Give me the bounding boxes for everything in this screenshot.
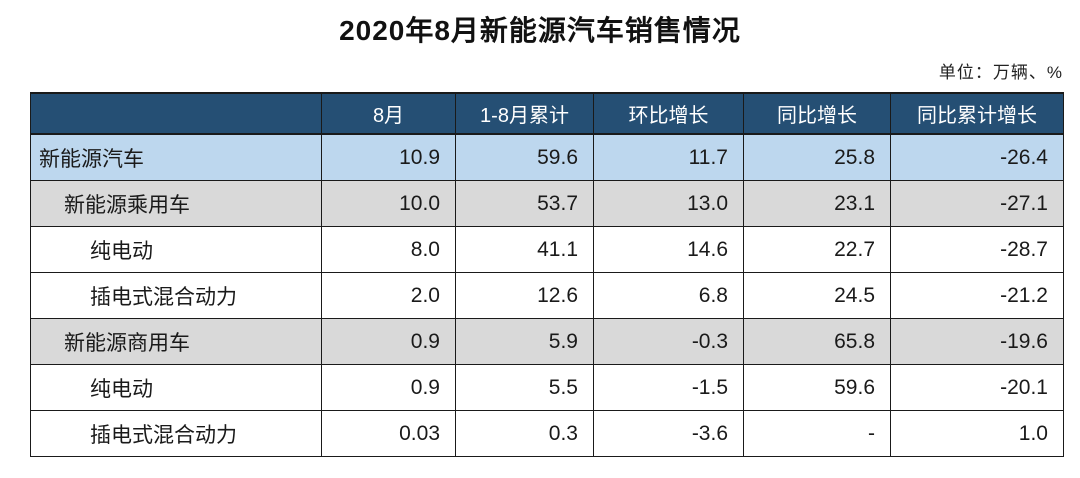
corner-header-cell: [30, 92, 322, 135]
cell-value: -21.2: [890, 272, 1064, 319]
sales-table: 8月 1-8月累计 环比增长 同比增长 同比累计增长 新能源汽车 10.9 59.6 11.7…: [30, 92, 1064, 457]
cell-value: 11.7: [593, 133, 744, 181]
table-row: 插电式混合动力 0.03 0.3 -3.6-1.0: [30, 410, 1064, 457]
cell-value: 65.8: [743, 318, 891, 365]
cell-value: -19.6: [890, 318, 1064, 365]
row-label: 新能源商用车: [30, 318, 322, 365]
cell-value: 41.1: [455, 226, 594, 273]
cell-value: 59.6: [743, 364, 891, 411]
cell-value: 6.8: [593, 272, 744, 319]
cell-value: 1.0: [890, 410, 1064, 457]
cell-value: 23.1: [743, 180, 891, 227]
cell-value: 25.8: [743, 133, 891, 181]
table-body: 新能源汽车 10.9 59.6 11.7 25.8 -26.4 新能源乘用车 10.0 53.7…: [30, 133, 1064, 457]
table-row: 插电式混合动力 2.0 12.6 6.8 24.5 -21.2: [30, 272, 1064, 319]
cell-value: 0.3: [455, 410, 594, 457]
cell-value: 53.7: [455, 180, 594, 227]
table-row: 纯电动 0.9 5.5 -1.5 59.6 -20.1: [30, 364, 1064, 411]
row-label: 插电式混合动力: [30, 272, 322, 319]
cell-value: 59.6: [455, 133, 594, 181]
cell-value: 0.9: [321, 364, 456, 411]
cell-value: 22.7: [743, 226, 891, 273]
cell-value: 8.0: [321, 226, 456, 273]
row-label: 纯电动: [30, 364, 322, 411]
row-label: 新能源汽车: [30, 133, 322, 181]
column-header: 1-8月累计: [455, 92, 594, 135]
table-row: 新能源乘用车 10.0 53.7 13.0 23.1 -27.1: [30, 180, 1064, 227]
cell-value: 10.0: [321, 180, 456, 227]
column-header: 同比累计增长: [890, 92, 1064, 135]
cell-value: -0.3: [593, 318, 744, 365]
cell-value: 13.0: [593, 180, 744, 227]
cell-value: -27.1: [890, 180, 1064, 227]
cell-value: -1.5: [593, 364, 744, 411]
cell-value: -: [743, 410, 891, 457]
cell-value: 0.03: [321, 410, 456, 457]
row-label: 插电式混合动力: [30, 410, 322, 457]
cell-value: -3.6: [593, 410, 744, 457]
cell-value: 5.9: [455, 318, 594, 365]
column-header: 环比增长: [593, 92, 744, 135]
page-title: 2020年8月新能源汽车销售情况: [339, 15, 741, 46]
table-row: 新能源商用车 0.9 5.9 -0.3 65.8 -19.6: [30, 318, 1064, 365]
table-row: 纯电动 8.0 41.1 14.6 22.7 -28.7: [30, 226, 1064, 273]
cell-value: -28.7: [890, 226, 1064, 273]
cell-value: 5.5: [455, 364, 594, 411]
column-header: 8月: [321, 92, 456, 135]
row-label: 新能源乘用车: [30, 180, 322, 227]
cell-value: 24.5: [743, 272, 891, 319]
cell-value: -26.4: [890, 133, 1064, 181]
table-row: 新能源汽车 10.9 59.6 11.7 25.8 -26.4: [30, 133, 1064, 181]
table-header: 8月 1-8月累计 环比增长 同比增长 同比累计增长: [30, 92, 1064, 135]
row-label: 纯电动: [30, 226, 322, 273]
header-row: 8月 1-8月累计 环比增长 同比增长 同比累计增长: [30, 92, 1064, 135]
cell-value: 12.6: [455, 272, 594, 319]
cell-value: 0.9: [321, 318, 456, 365]
column-header: 同比增长: [743, 92, 891, 135]
cell-value: 10.9: [321, 133, 456, 181]
unit-note: 单位：万辆、%: [938, 63, 1063, 82]
cell-value: 2.0: [321, 272, 456, 319]
cell-value: -20.1: [890, 364, 1064, 411]
cell-value: 14.6: [593, 226, 744, 273]
